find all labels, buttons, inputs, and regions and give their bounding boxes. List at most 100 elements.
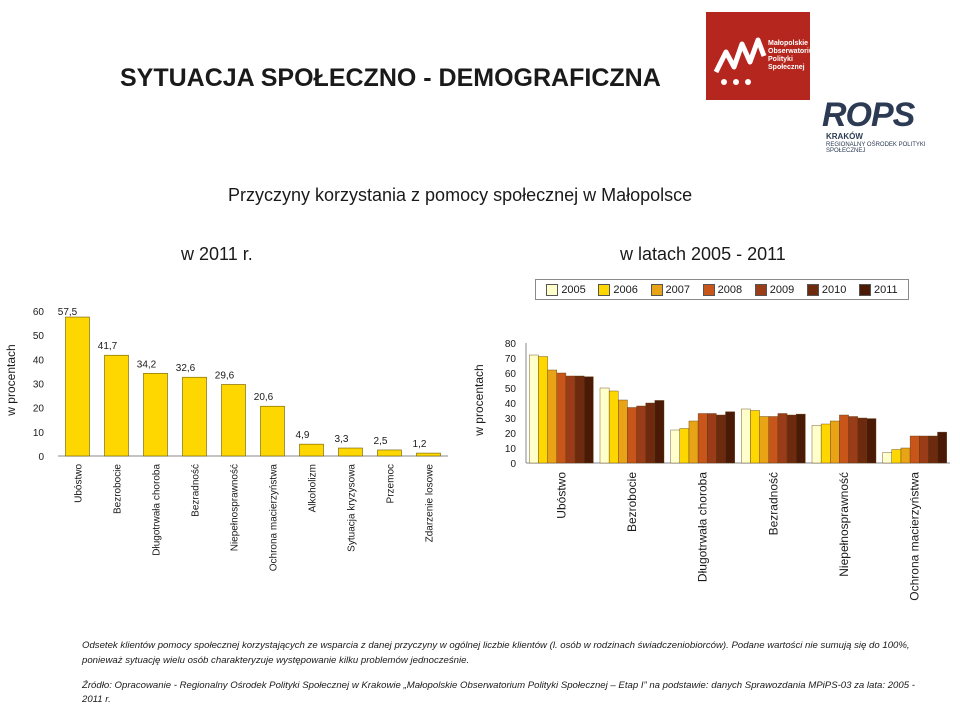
bar — [759, 416, 769, 464]
legend-item: 2006 — [598, 283, 638, 296]
bar — [299, 443, 324, 457]
bar — [909, 435, 920, 464]
y-tick-label: 0 — [510, 459, 516, 470]
y-tick-label: 70 — [505, 354, 517, 365]
y-tick-label: 80 — [505, 339, 517, 350]
right-chart-header: w latach 2005 - 2011 — [620, 244, 786, 264]
y-tick-label: 50 — [33, 331, 45, 342]
y-tick-label: 10 — [505, 444, 517, 455]
logo-graphic-icon — [713, 37, 767, 85]
legend-swatch — [754, 283, 767, 296]
bar — [65, 316, 90, 457]
bar — [919, 435, 929, 464]
y-tick-label: 60 — [505, 369, 517, 380]
data-label: 4,9 — [296, 430, 310, 441]
y-tick-label: 60 — [33, 307, 45, 318]
y-tick-label: 20 — [33, 404, 45, 415]
x-tick-label: Długotrwała choroba — [696, 472, 710, 582]
logo-org-line: Obserwatorium — [768, 48, 820, 55]
legend-label: 2008 — [717, 283, 743, 296]
legend-swatch — [546, 283, 559, 296]
x-tick-label: Ubóstwo — [74, 464, 85, 503]
y-tick-label: 10 — [33, 428, 45, 439]
data-label: 1,2 — [413, 439, 427, 450]
x-tick-label: Zdarzenie losowe — [425, 464, 436, 543]
legend-item: 2008 — [702, 283, 743, 296]
x-tick-label: Sytuacja kryzysowa — [347, 464, 358, 552]
bar — [716, 414, 726, 464]
data-label: 3,3 — [335, 434, 349, 445]
rops-tagline: REGIONALNY OŚRODEK POLITYKI SPOŁECZNEJ — [826, 142, 926, 154]
x-tick-label: Alkoholizm — [308, 464, 319, 512]
x-tick-label: Długotrwała choroba — [152, 464, 163, 556]
x-tick-label: Bezradność — [191, 464, 202, 517]
bar — [556, 372, 567, 464]
x-tick-label: Bezrobocie — [113, 464, 124, 514]
bar — [839, 414, 849, 464]
chart-footnote: Odsetek klientów pomocy społecznej korzy… — [82, 640, 910, 666]
y-tick-label: 50 — [505, 384, 517, 395]
bar — [654, 400, 665, 464]
page-subtitle: Przyczyny korzystania z pomocy społeczne… — [228, 185, 693, 205]
bar — [529, 354, 539, 464]
legend-swatch — [598, 283, 611, 296]
bar — [688, 420, 699, 464]
bar — [830, 420, 840, 464]
y-tick-label: 40 — [33, 355, 45, 366]
x-tick-label: Bezradność — [766, 472, 780, 535]
bar — [645, 402, 656, 464]
bar — [866, 418, 877, 464]
bar — [811, 425, 822, 464]
bar — [928, 435, 938, 464]
chart-legend: 2005 2006 2007 2008 2009 2010 2011 — [535, 279, 909, 300]
legend-item: 2009 — [754, 283, 795, 296]
bar — [182, 376, 207, 457]
logo-org-line: Społecznej — [768, 64, 805, 71]
bar — [574, 375, 585, 464]
page-title: SYTUACJA SPOŁECZNO - DEMOGRAFICZNA — [120, 64, 661, 92]
bar — [777, 413, 788, 464]
x-tick-label: Bezrobocie — [625, 472, 639, 532]
x-tick-label: Ochrona macierzyństwa — [269, 464, 280, 572]
bar — [670, 429, 681, 464]
bar — [786, 414, 797, 464]
bar — [547, 369, 557, 464]
bar — [820, 423, 831, 464]
bar — [627, 407, 637, 464]
data-label: 32,6 — [176, 363, 196, 374]
bar — [795, 413, 806, 464]
data-label: 20,6 — [254, 392, 274, 403]
legend-swatch — [702, 283, 715, 296]
bar — [260, 405, 285, 457]
y-tick-label: 40 — [505, 399, 517, 410]
legend-item: 2010 — [806, 283, 846, 296]
bar — [416, 452, 441, 457]
x-tick-label: Przemoc — [386, 464, 397, 503]
data-label: 34,2 — [137, 359, 157, 370]
bar — [636, 405, 646, 464]
mops-logo — [706, 12, 810, 100]
bar — [768, 416, 779, 464]
bar — [725, 411, 735, 464]
y-tick-label: 30 — [33, 380, 45, 391]
x-tick-label: Ochrona macierzyństwa — [908, 472, 922, 601]
rops-logo-text: ROPS — [822, 96, 915, 134]
y-tick-label: 0 — [38, 452, 44, 463]
bar — [891, 449, 902, 464]
legend-swatch — [806, 283, 819, 296]
data-label: 41,7 — [98, 341, 118, 352]
legend-label: 2009 — [769, 283, 795, 296]
legend-swatch — [858, 283, 871, 296]
data-label: 2,5 — [374, 436, 388, 447]
source-note: Źródło: Opracowanie - Regionalny Ośrodek… — [82, 680, 915, 705]
bar — [538, 356, 548, 464]
legend-item: 2005 — [546, 283, 586, 296]
bar — [338, 447, 363, 457]
bar — [697, 413, 708, 464]
data-label: 29,6 — [215, 370, 235, 381]
logo-org-line: Małopolskie — [768, 40, 809, 47]
legend-label: 2011 — [873, 283, 898, 296]
y-tick-label: 30 — [505, 414, 517, 425]
legend-item: 2007 — [650, 283, 690, 296]
bar — [741, 408, 751, 464]
